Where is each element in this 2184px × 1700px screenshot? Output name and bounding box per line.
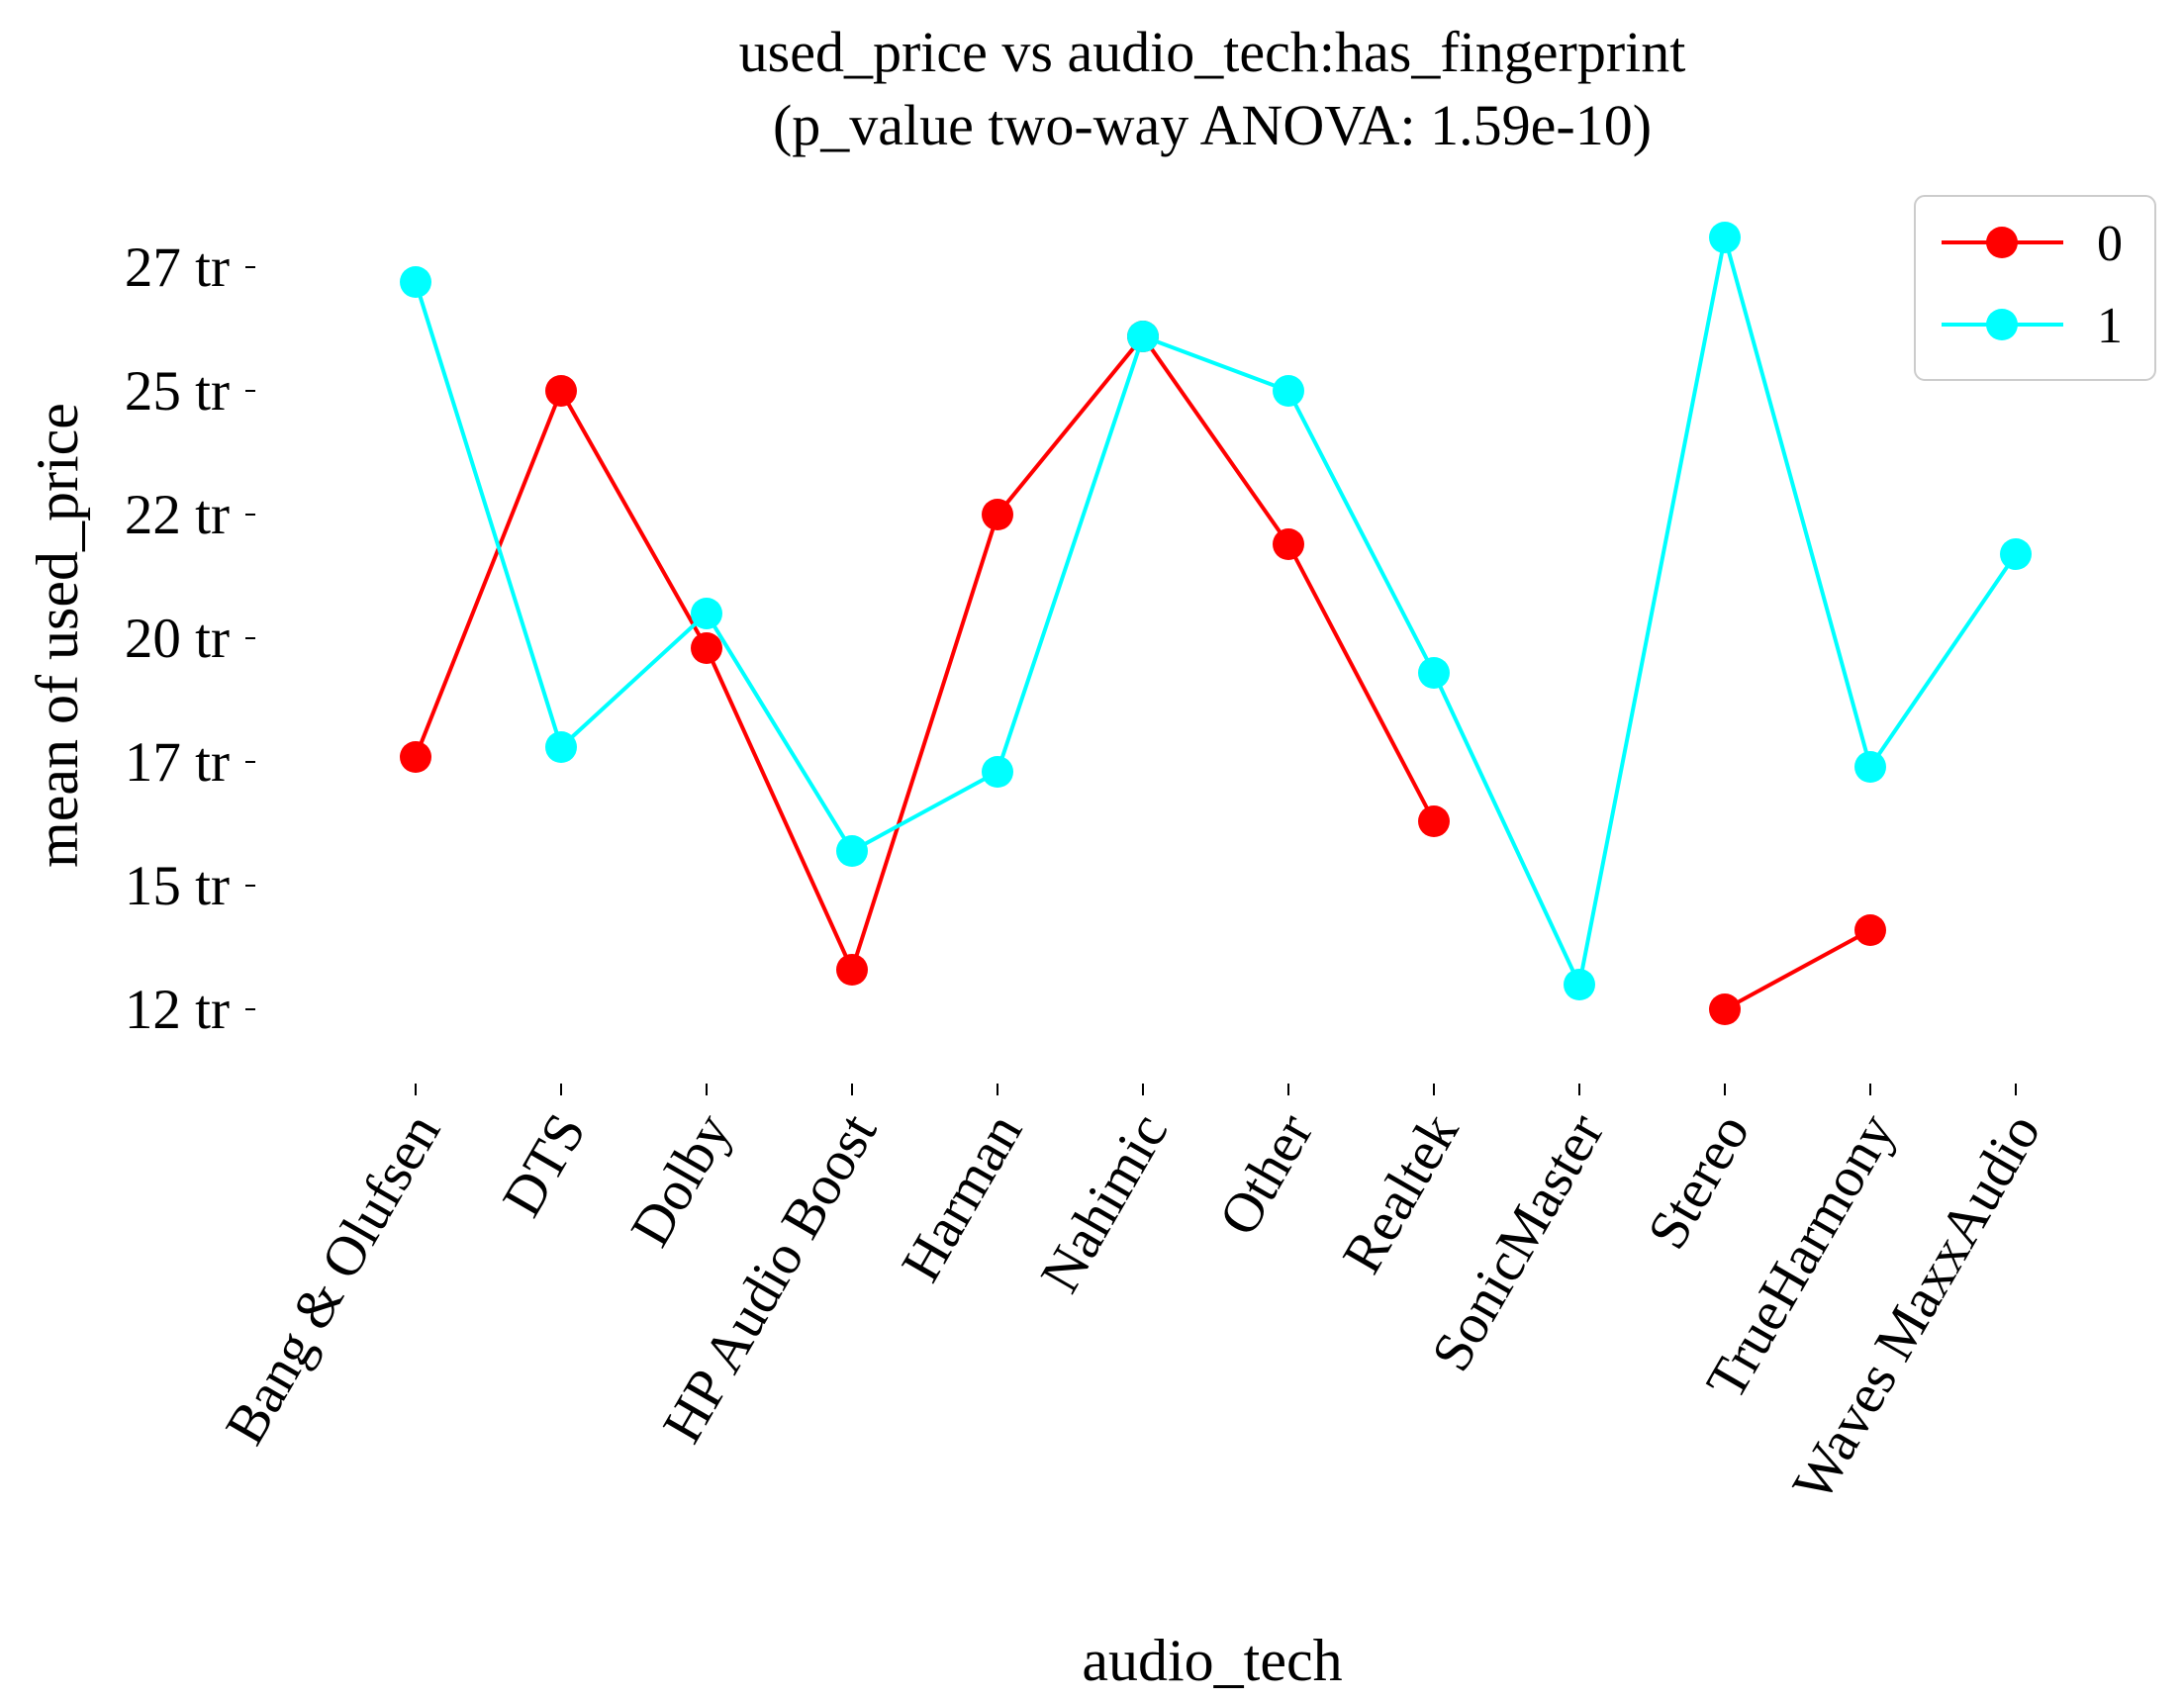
legend-marker — [1986, 227, 2018, 258]
data-point — [691, 598, 722, 629]
chart-title: used_price vs audio_tech:has_fingerprint — [739, 20, 1686, 84]
x-tick-label: Harman — [890, 1103, 1034, 1291]
legend-label: 1 — [2097, 298, 2123, 354]
x-tick-label: Bang & Olufsen — [214, 1103, 452, 1455]
data-point — [545, 731, 577, 763]
x-tick-label: DTS — [491, 1103, 598, 1227]
data-point — [836, 954, 868, 986]
legend-label: 0 — [2097, 216, 2123, 272]
data-point — [1418, 805, 1450, 837]
series-line — [414, 236, 2018, 987]
series-line — [1724, 928, 1871, 1011]
chart-subtitle: (p_value two-way ANOVA: 1.59e-10) — [773, 93, 1652, 157]
y-tick-label: 12 tr — [125, 979, 230, 1041]
x-tick-label: Nahimic — [1029, 1103, 1181, 1302]
x-tick-label: Realtek — [1331, 1103, 1472, 1284]
y-tick-label: 20 tr — [125, 608, 230, 670]
x-tick-label: Stereo — [1636, 1103, 1761, 1260]
legend: 01 — [1914, 195, 2156, 381]
data-point — [1127, 321, 1159, 352]
legend-marker — [1986, 309, 2018, 340]
series-0 — [400, 321, 1886, 1025]
data-point — [982, 499, 1013, 530]
data-point — [400, 266, 431, 298]
data-point — [545, 375, 577, 407]
data-point — [982, 756, 1013, 788]
data-point — [1273, 528, 1304, 560]
y-tick-label: 15 tr — [125, 855, 230, 917]
series-line — [414, 334, 1436, 972]
data-point — [1709, 993, 1741, 1025]
data-point — [1854, 751, 1886, 783]
data-point — [400, 741, 431, 773]
data-point — [691, 632, 722, 664]
y-tick-label: 22 tr — [125, 484, 230, 546]
x-tick-label: Other — [1207, 1103, 1325, 1246]
x-tick-label: Dolby — [618, 1103, 743, 1257]
y-tick-label: 27 tr — [125, 236, 230, 299]
data-point — [1854, 914, 1886, 946]
data-point — [1564, 969, 1595, 1000]
y-tick-label: 17 tr — [125, 731, 230, 794]
data-point — [1273, 375, 1304, 407]
series-layer — [400, 222, 2032, 1025]
data-point — [1709, 222, 1741, 253]
y-axis-label: mean of used_price — [25, 403, 90, 868]
series-1 — [400, 222, 2032, 1000]
data-point — [1418, 657, 1450, 689]
data-point — [2000, 538, 2032, 570]
data-point — [836, 835, 868, 867]
y-tick-label: 25 tr — [125, 360, 230, 423]
x-axis-label: audio_tech — [1082, 1628, 1342, 1693]
y-axis: 12 tr 15 tr 17 tr 20 tr 22 tr 25 tr 27 tr — [125, 236, 255, 1041]
